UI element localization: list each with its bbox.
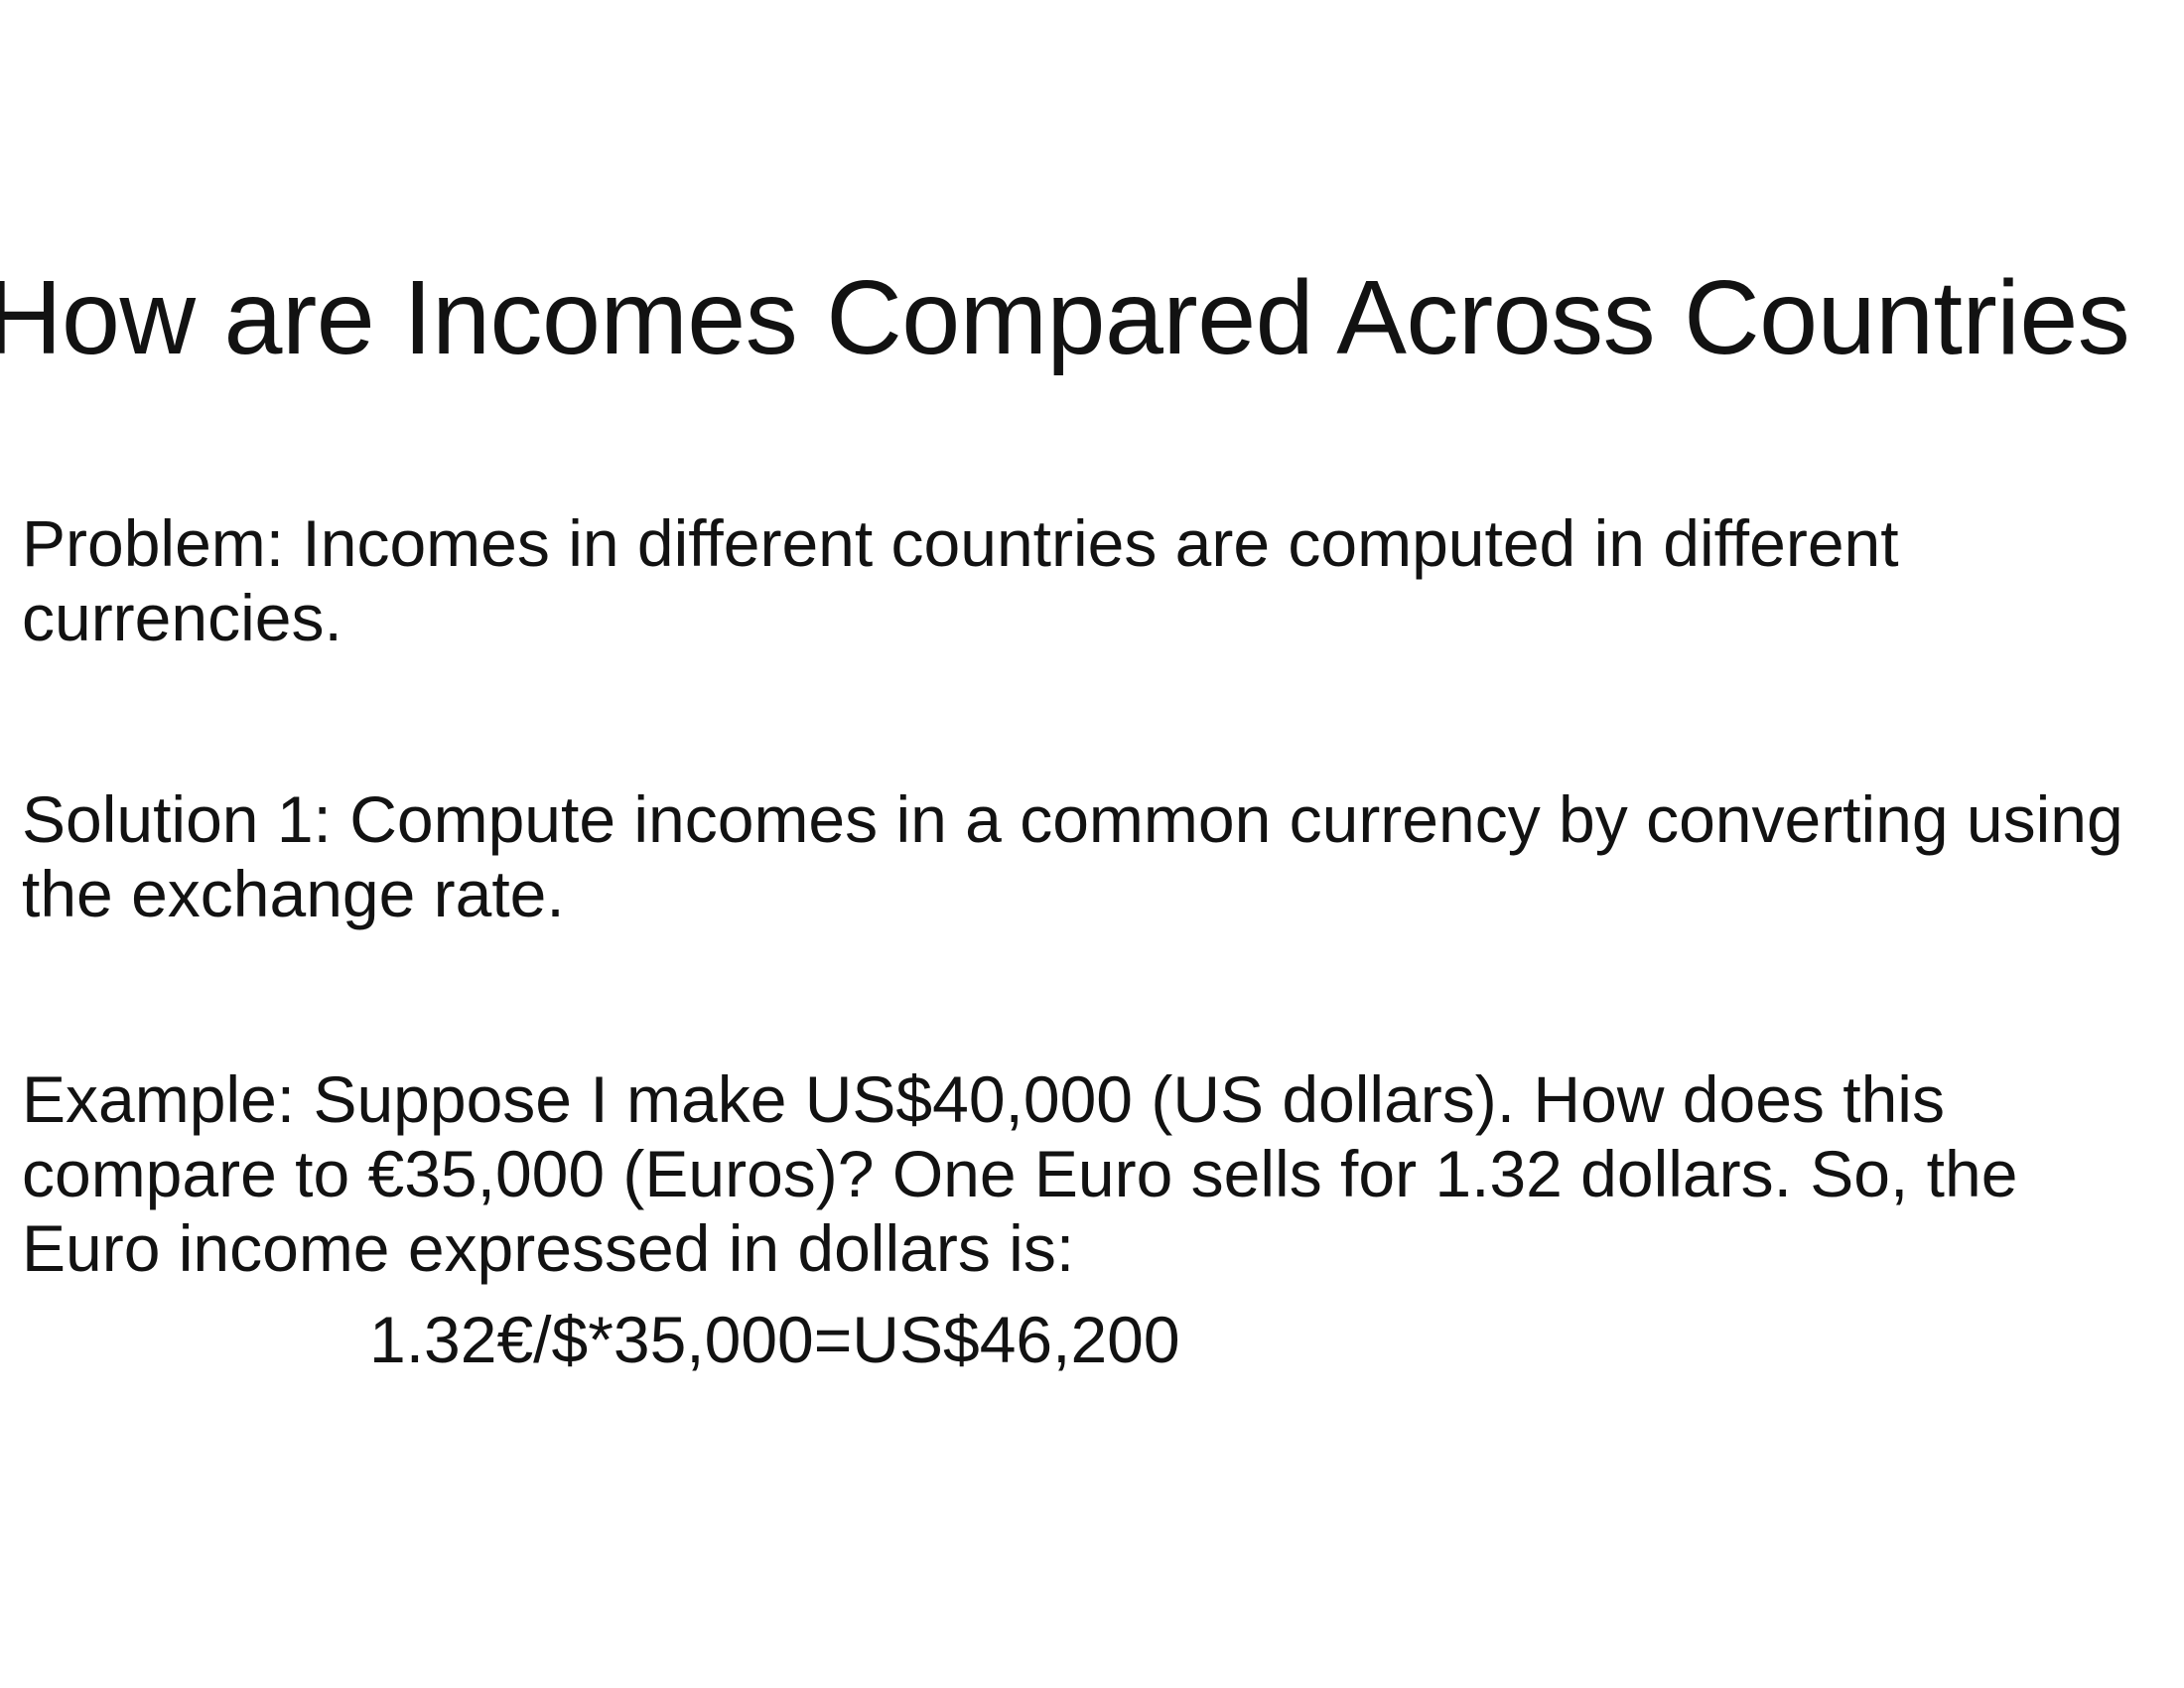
slide-title: How are Incomes Compared Across Countrie… xyxy=(0,259,2130,376)
solution-text: Solution 1: Compute incomes in a common … xyxy=(22,782,2123,930)
example-text: Example: Suppose I make US$40,000 (US do… xyxy=(22,1062,2018,1285)
problem-text: Problem: Incomes in different countries … xyxy=(22,506,1899,654)
conversion-formula: 1.32€/$*35,000=US$46,200 xyxy=(369,1303,1180,1376)
